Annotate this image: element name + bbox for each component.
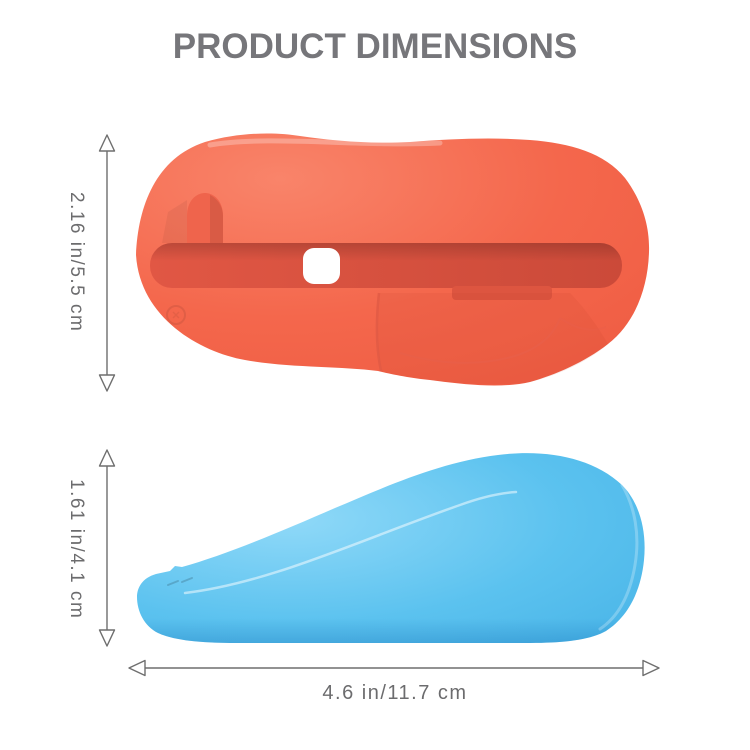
arch-inner-shadow bbox=[210, 195, 223, 243]
rail-slot-shading bbox=[150, 243, 622, 288]
arrowhead-down-icon bbox=[98, 629, 116, 647]
length-label: 4.6 in/11.7 cm bbox=[322, 682, 468, 704]
red-grip-top-view-image bbox=[136, 133, 650, 386]
page-title: PRODUCT DIMENSIONS bbox=[172, 27, 578, 66]
top-view-height-label: 2.16 in/5.5 cm bbox=[66, 192, 87, 333]
ledge-notch bbox=[452, 286, 552, 300]
logo-emblem-icon bbox=[166, 305, 186, 325]
logo-emblem-mark bbox=[172, 311, 180, 319]
height-dimension-arrow-top-view bbox=[98, 134, 116, 392]
notch-shadow bbox=[162, 200, 187, 243]
side-view-height-label: 1.61 in/4.1 cm bbox=[66, 478, 87, 620]
arrowhead-right-icon bbox=[642, 659, 660, 677]
blue-grip-side-view-image bbox=[137, 453, 645, 643]
bottom-shading bbox=[137, 560, 644, 643]
arrowhead-up-icon bbox=[98, 134, 116, 152]
joycon-hole bbox=[303, 248, 340, 284]
arrowhead-up-icon bbox=[98, 449, 116, 467]
arrowhead-left-icon bbox=[128, 659, 146, 677]
top-highlight bbox=[207, 138, 443, 148]
arch-notch bbox=[187, 193, 223, 243]
step-seam bbox=[375, 292, 383, 372]
thumb-seam-line bbox=[399, 317, 561, 364]
thumb-rest-shade bbox=[377, 293, 608, 385]
edge-notch-marks bbox=[167, 577, 193, 586]
body-seam-highlight bbox=[183, 490, 518, 595]
back-highlight bbox=[598, 483, 639, 631]
height-dimension-arrow-side-view bbox=[98, 449, 116, 647]
thumb-seam-line-2 bbox=[559, 317, 607, 331]
arrowhead-down-icon bbox=[98, 374, 116, 392]
length-dimension-arrow bbox=[128, 659, 660, 677]
